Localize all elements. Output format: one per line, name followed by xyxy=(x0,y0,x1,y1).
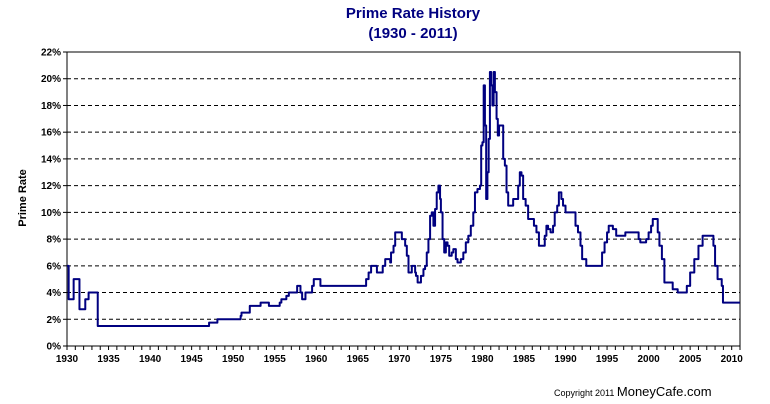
x-tick-label: 1960 xyxy=(305,354,328,365)
y-tick-label: 10% xyxy=(41,208,61,219)
x-tick-label: 1950 xyxy=(222,354,245,365)
chart-title: Prime Rate History xyxy=(345,5,481,22)
y-tick-label: 14% xyxy=(41,154,61,165)
x-tick-label: 2005 xyxy=(679,354,702,365)
y-tick-label: 8% xyxy=(47,235,62,246)
y-tick-label: 18% xyxy=(41,101,61,112)
y-tick-label: 20% xyxy=(41,74,61,85)
x-tick-label: 1970 xyxy=(388,354,411,365)
x-tick-label: 1930 xyxy=(56,354,79,365)
x-tick-label: 1980 xyxy=(471,354,494,365)
y-tick-label: 6% xyxy=(47,261,62,272)
x-tick-label: 2010 xyxy=(721,354,744,365)
plot-border xyxy=(66,51,741,347)
x-tick-label: 1985 xyxy=(513,354,536,365)
x-tick-label: 1940 xyxy=(139,354,162,365)
x-tick-label: 1965 xyxy=(347,354,370,365)
chart-subtitle: (1930 - 2011) xyxy=(368,25,458,42)
y-tick-label: 16% xyxy=(41,128,61,139)
y-tick-label: 0% xyxy=(47,342,62,353)
x-tick-label: 1945 xyxy=(181,354,204,365)
x-tick-label: 2000 xyxy=(637,354,660,365)
y-tick-label: 4% xyxy=(47,288,62,299)
copyright-notice: Copyright 2011 MoneyCafe.com xyxy=(554,384,712,399)
series-line-prime-rate xyxy=(67,71,740,327)
x-tick-label: 1995 xyxy=(596,354,619,365)
y-tick-label: 12% xyxy=(41,181,61,192)
copyright-text: Copyright 2011 xyxy=(554,388,615,398)
y-tick-label: 2% xyxy=(47,315,62,326)
x-tick-label: 1990 xyxy=(554,354,577,365)
y-tick-label: 22% xyxy=(41,48,61,59)
x-tick-label: 1955 xyxy=(264,354,287,365)
brand-name: MoneyCafe.com xyxy=(616,384,712,399)
x-tick-label: 1935 xyxy=(97,354,120,365)
x-tick-label: 1975 xyxy=(430,354,453,365)
